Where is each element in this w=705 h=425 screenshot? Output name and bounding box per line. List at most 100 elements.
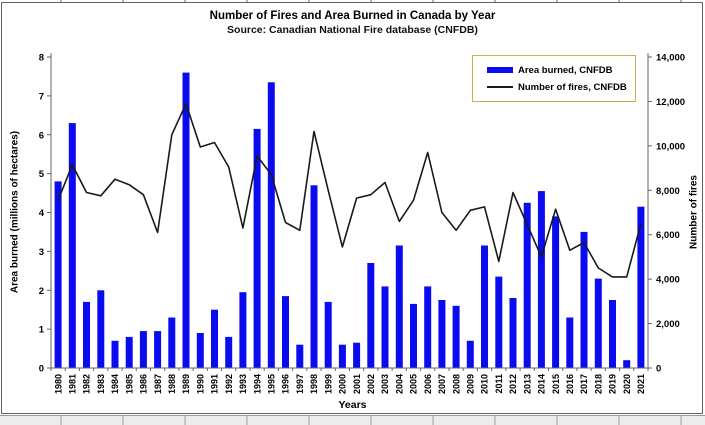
year-label-2000: 2000: [338, 374, 348, 394]
bar-2004: [395, 245, 403, 368]
year-label-2009: 2009: [466, 374, 476, 394]
left-axis-title: Area burned (millions of hectares): [9, 130, 21, 294]
bar-2006: [424, 286, 432, 368]
bar-1980: [54, 181, 62, 368]
bar-2016: [566, 317, 574, 368]
left-tick-label: 0: [39, 364, 44, 375]
year-label-1993: 1993: [238, 374, 248, 394]
bar-1995: [267, 82, 275, 369]
year-label-1982: 1982: [82, 374, 92, 394]
year-label-2012: 2012: [508, 374, 518, 394]
bar-1998: [310, 185, 318, 368]
bar-2020: [623, 360, 631, 368]
x-axis-title: Years: [338, 399, 367, 411]
year-label-1996: 1996: [281, 374, 291, 394]
bar-1994: [253, 128, 261, 368]
legend-item-number-of-fires: Number of fires, CNFDB: [487, 82, 635, 93]
left-tick-label: 2: [39, 286, 44, 297]
right-tick-label: 14,000: [656, 53, 685, 64]
bar-1996: [282, 296, 289, 368]
bar-2007: [438, 300, 446, 368]
year-label-1997: 1997: [295, 374, 305, 394]
bar-2012: [509, 298, 517, 368]
bar-1999: [324, 301, 332, 368]
year-label-1984: 1984: [110, 374, 120, 394]
left-tick-label: 8: [39, 53, 44, 64]
year-label-1981: 1981: [68, 374, 78, 394]
bar-2002: [367, 263, 375, 368]
x-axis-ticks: 1980 1981 1982 1983 1984 1985 1986 1987 1988 1989…: [50, 368, 649, 394]
right-tick-label: 2,000: [656, 319, 680, 330]
year-label-2021: 2021: [636, 374, 646, 394]
bar-2021: [637, 206, 645, 368]
year-label-1987: 1987: [153, 374, 163, 394]
chart-title: Number of Fires and Area Burned in Canad…: [209, 10, 496, 22]
right-tick-label: 6,000: [656, 230, 680, 241]
bar-1987: [154, 331, 162, 368]
year-label-2006: 2006: [423, 374, 433, 394]
year-label-2004: 2004: [394, 374, 404, 394]
right-tick-label: 4,000: [656, 275, 680, 286]
bar-1984: [111, 340, 119, 368]
year-label-1990: 1990: [195, 374, 205, 394]
year-label-1980: 1980: [53, 374, 63, 394]
bar-1981: [68, 123, 76, 368]
right-tick-label: 8,000: [656, 186, 680, 197]
bar-2015: [552, 216, 560, 368]
bar-1989: [182, 72, 190, 368]
legend-item-area-burned: Area burned, CNFDB: [487, 65, 635, 76]
left-tick-label: 3: [39, 247, 44, 258]
bar-1992: [225, 336, 233, 368]
year-label-1986: 1986: [139, 374, 149, 394]
legend: Area burned, CNFDB Number of fires, CNFD…: [472, 55, 636, 102]
bar-2009: [466, 340, 474, 368]
right-axis-ticks: 0 2,000 4,000 6,000 8,000 10,000 12,000 14,000: [648, 53, 685, 375]
right-tick-label: 0: [656, 364, 661, 375]
year-label-2011: 2011: [494, 374, 504, 394]
spreadsheet-bottom-gridlines: [0, 416, 705, 425]
year-label-2018: 2018: [594, 374, 604, 394]
year-label-1983: 1983: [96, 374, 106, 394]
year-label-2002: 2002: [366, 374, 376, 394]
year-label-2016: 2016: [565, 374, 575, 394]
spreadsheet-bottom-band: [0, 415, 705, 425]
left-tick-label: 1: [39, 325, 45, 336]
bar-1988: [168, 317, 176, 368]
year-label-2008: 2008: [451, 374, 461, 394]
left-tick-label: 6: [39, 130, 44, 141]
bar-1993: [239, 292, 247, 368]
year-label-2001: 2001: [352, 374, 362, 394]
year-label-1995: 1995: [267, 374, 277, 394]
year-label-2013: 2013: [522, 374, 532, 394]
year-label-2017: 2017: [579, 374, 589, 394]
area-burned-bars: [54, 72, 645, 369]
bar-2010: [481, 245, 488, 368]
chart-subtitle: Source: Canadian National Fire database …: [227, 24, 478, 36]
year-label-2014: 2014: [537, 374, 547, 394]
bar-2019: [609, 300, 616, 368]
year-label-1992: 1992: [224, 374, 234, 394]
area-burned-swatch: [487, 67, 513, 73]
bar-2008: [452, 305, 460, 368]
year-label-1988: 1988: [167, 374, 177, 394]
right-axis-title: Number of fires: [688, 175, 700, 249]
year-label-1989: 1989: [181, 374, 191, 394]
bar-2001: [353, 342, 361, 368]
left-tick-label: 7: [39, 91, 44, 102]
year-label-1994: 1994: [252, 374, 262, 394]
bar-2000: [338, 344, 346, 368]
year-label-2005: 2005: [409, 374, 419, 394]
legend-label-area-burned: Area burned, CNFDB: [518, 64, 613, 76]
bar-2011: [495, 276, 503, 368]
left-tick-label: 4: [39, 208, 45, 219]
year-label-1998: 1998: [309, 374, 319, 394]
bar-2003: [381, 286, 389, 368]
bar-2014: [537, 191, 545, 368]
year-label-1991: 1991: [210, 374, 220, 394]
year-label-2019: 2019: [608, 374, 618, 394]
legend-label-number-of-fires: Number of fires, CNFDB: [518, 81, 627, 93]
right-tick-label: 12,000: [656, 97, 685, 108]
bar-2005: [410, 303, 417, 368]
